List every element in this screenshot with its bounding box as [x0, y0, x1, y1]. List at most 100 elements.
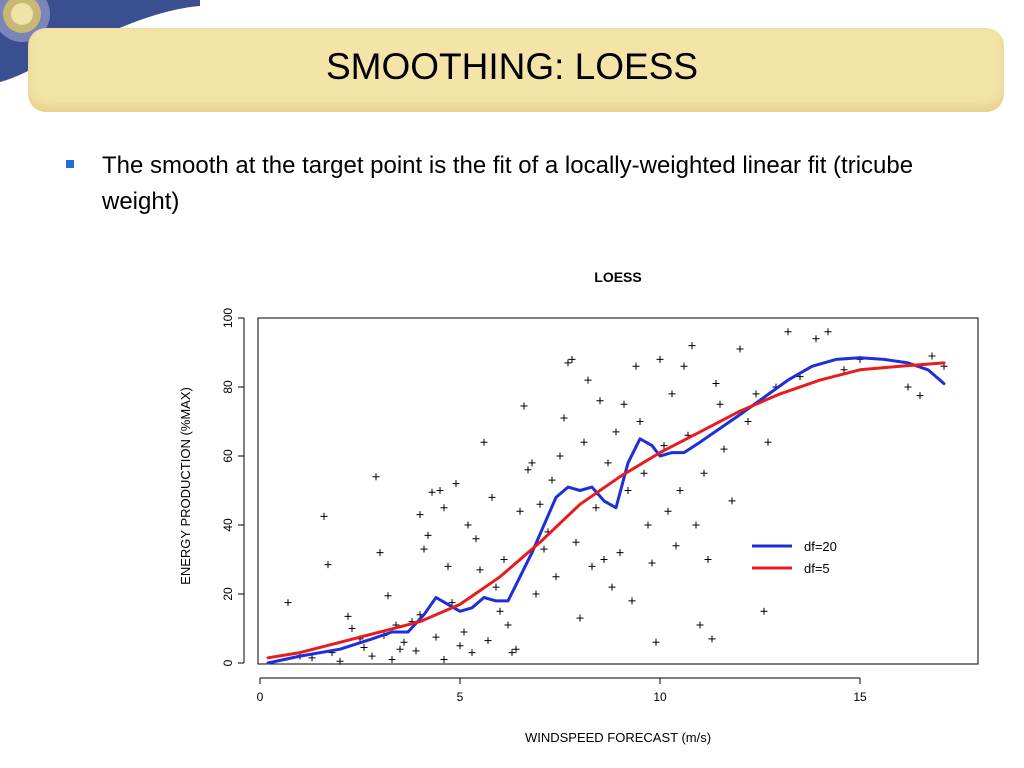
- data-point: [360, 643, 368, 651]
- data-point: [712, 380, 720, 388]
- data-point: [496, 607, 504, 615]
- data-point: [468, 649, 476, 657]
- data-point: [528, 459, 536, 467]
- data-point: [660, 442, 668, 450]
- data-point: [568, 355, 576, 363]
- data-point: [416, 511, 424, 519]
- data-point: [624, 487, 632, 494]
- data-point: [596, 397, 604, 405]
- x-axis-label: WINDSPEED FORECAST (m/s): [525, 730, 711, 745]
- data-point: [476, 566, 484, 574]
- plot-frame: [257, 317, 979, 665]
- data-point: [628, 597, 636, 605]
- data-point: [548, 476, 556, 484]
- data-point: [376, 549, 384, 557]
- corner-ring-inner: [11, 3, 33, 25]
- data-point: [688, 342, 696, 350]
- scatter-points: [284, 328, 948, 665]
- data-point: [592, 504, 600, 512]
- data-point: [432, 633, 440, 641]
- data-point: [728, 497, 736, 505]
- data-point: [412, 647, 420, 655]
- slide-title: SMOOTHING: LOESS: [325, 46, 699, 87]
- data-point: [840, 366, 848, 374]
- data-point: [452, 480, 460, 488]
- data-point: [656, 355, 664, 363]
- data-point: [488, 493, 496, 501]
- x-axis: 0 5 10 15: [257, 677, 867, 704]
- data-point: [284, 599, 292, 607]
- data-point: [396, 645, 404, 653]
- data-point: [456, 642, 464, 650]
- smooth-lines: [266, 356, 946, 665]
- data-point: [716, 400, 724, 408]
- data-point: [744, 418, 752, 425]
- x-tick-label: 15: [853, 690, 867, 704]
- data-point: [556, 452, 564, 460]
- data-point: [492, 583, 500, 591]
- data-point: [736, 345, 744, 353]
- y-tick-label: 100: [221, 308, 235, 328]
- data-point: [540, 545, 548, 553]
- data-point: [552, 573, 560, 581]
- data-point: [500, 556, 508, 563]
- data-point: [440, 504, 448, 512]
- data-point: [928, 352, 936, 360]
- data-point: [584, 376, 592, 384]
- data-point: [812, 335, 820, 343]
- data-point: [612, 428, 620, 436]
- data-point: [464, 521, 472, 529]
- data-point: [700, 469, 708, 477]
- data-point: [428, 488, 436, 496]
- data-point: [460, 628, 468, 636]
- y-tick-label: 40: [221, 518, 235, 532]
- y-tick-label: 0: [221, 659, 235, 666]
- data-point: [760, 607, 768, 615]
- data-point: [520, 402, 528, 410]
- data-point: [372, 473, 380, 481]
- data-point: [524, 466, 532, 474]
- data-point: [676, 487, 684, 494]
- title-bar: [28, 28, 1004, 112]
- data-point: [512, 645, 520, 653]
- data-point: [448, 599, 456, 607]
- data-point: [696, 621, 704, 629]
- data-point: [620, 400, 628, 408]
- data-point: [564, 359, 572, 367]
- data-point: [692, 521, 700, 529]
- data-point: [508, 649, 516, 657]
- data-point: [480, 438, 488, 446]
- data-point: [680, 362, 688, 370]
- series-line-df5: [266, 361, 946, 660]
- data-point: [344, 612, 352, 620]
- data-point: [324, 561, 332, 569]
- data-point: [636, 418, 644, 425]
- bullet-text: The smooth at the target point is the fi…: [102, 152, 914, 215]
- data-point: [632, 362, 640, 370]
- y-axis: 0 20 40 60 80 100: [221, 308, 245, 666]
- data-point: [348, 625, 356, 632]
- data-point: [532, 590, 540, 598]
- data-point: [644, 521, 652, 529]
- data-point: [484, 637, 492, 645]
- data-point: [668, 390, 676, 398]
- data-point: [640, 469, 648, 477]
- y-tick-label: 60: [221, 449, 235, 463]
- data-point: [420, 545, 428, 553]
- data-point: [400, 638, 408, 646]
- chart-title: LOESS: [594, 269, 641, 285]
- data-point: [600, 556, 608, 563]
- series-line-df20: [266, 356, 946, 665]
- data-point: [336, 657, 344, 665]
- data-point: [560, 414, 568, 422]
- legend-label: df=20: [804, 539, 837, 554]
- legend-label: df=5: [804, 561, 830, 576]
- y-tick-label: 80: [221, 380, 235, 394]
- data-point: [824, 328, 832, 336]
- data-point: [648, 559, 656, 567]
- data-point: [652, 638, 660, 646]
- data-point: [904, 383, 912, 391]
- data-point: [752, 390, 760, 398]
- corner-blue-swoosh: [0, 0, 200, 82]
